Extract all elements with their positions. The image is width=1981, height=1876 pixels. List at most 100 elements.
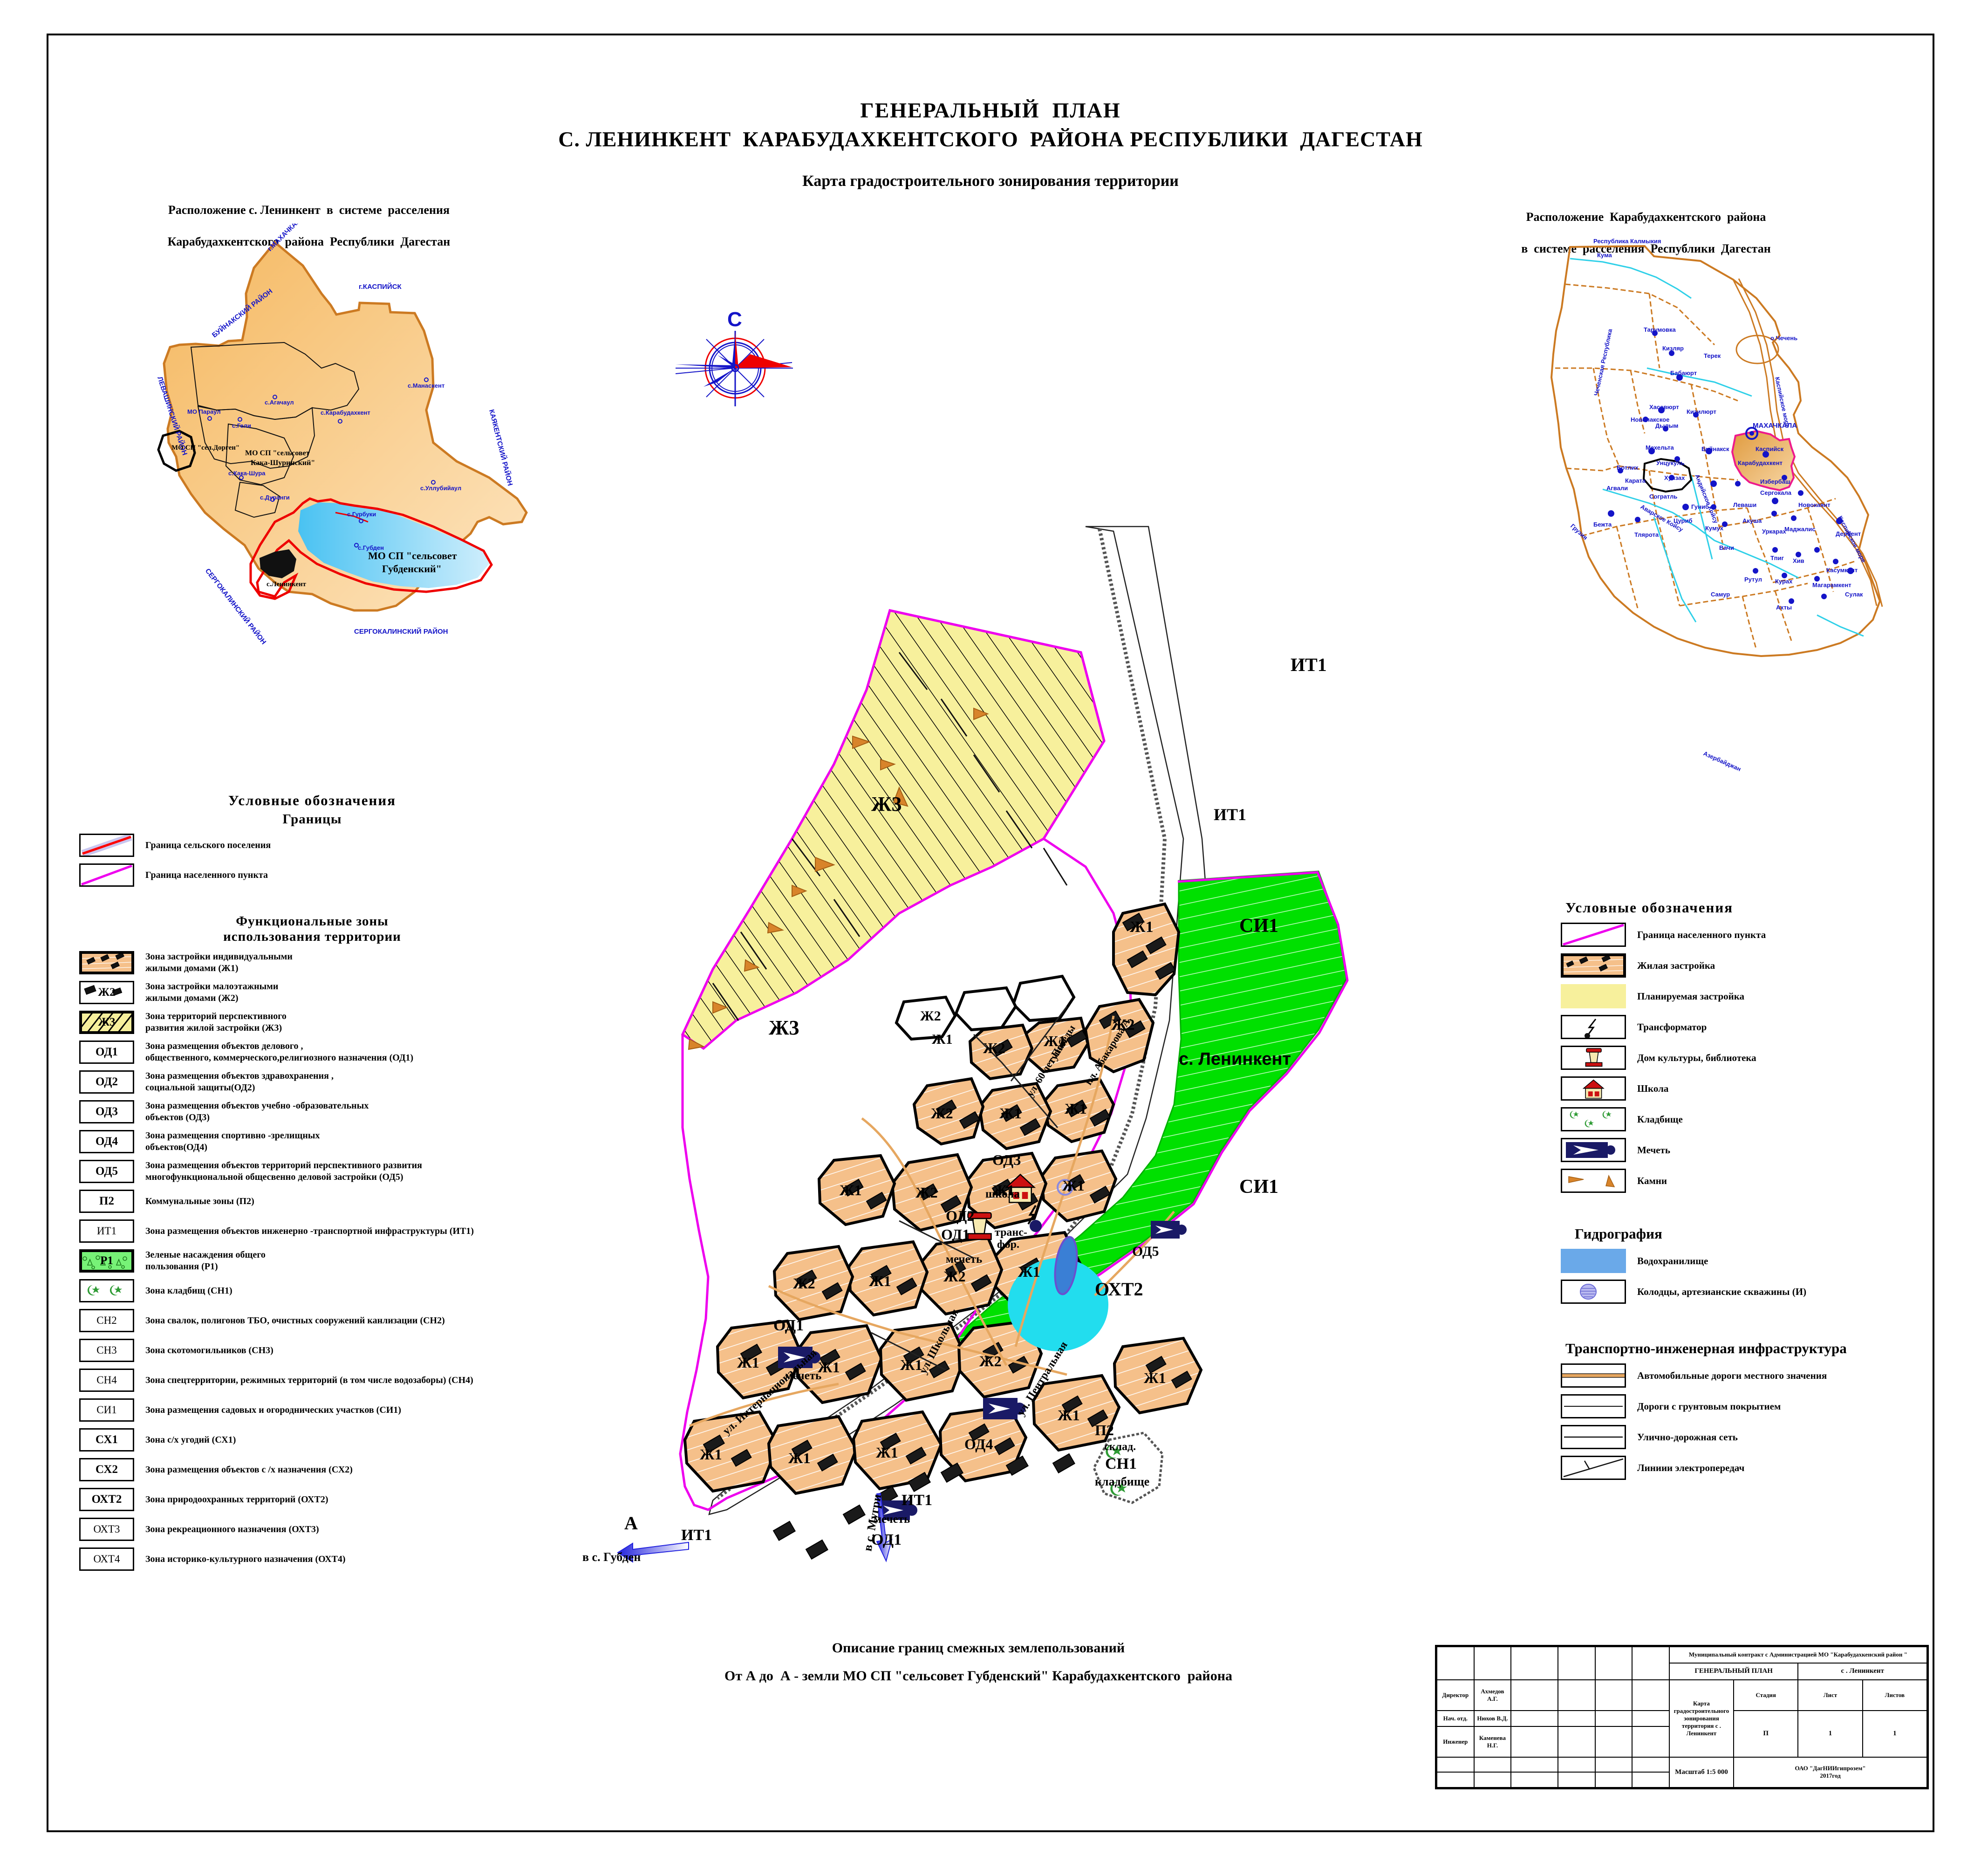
legend-left-heading: Условные обозначения bbox=[228, 792, 396, 808]
legend-item-dirt-road[interactable]: Дороги с грунтовым покрытием bbox=[1561, 1394, 1943, 1418]
legend-label-power-line: Линиии электропередач bbox=[1637, 1462, 1745, 1473]
inset-label-agvali: Агвали bbox=[1606, 485, 1628, 492]
map-label-ОД1-c: ОД1 bbox=[871, 1531, 902, 1548]
map-label-ОД1-a: ОД1 bbox=[941, 1226, 970, 1243]
legend-item-zone-СН1[interactable]: Зона кладбищ (СН1) bbox=[79, 1279, 545, 1302]
legend-item-zone-ОХТ2[interactable]: ОХТ2 Зона природоохранных территорий (ОХ… bbox=[79, 1488, 545, 1511]
legend-item-rural-boundary[interactable]: Граница сельского поселения bbox=[79, 834, 545, 857]
inset-label-azerbaijan: Азербайджан bbox=[1702, 750, 1742, 773]
legend-code-П2: П2 bbox=[99, 1195, 114, 1207]
stamp-contract: Муниципальный контракт с Администрацией … bbox=[1668, 1646, 1928, 1664]
legend-item-street-net[interactable]: Улично-дорожная сеть bbox=[1561, 1425, 1943, 1449]
legend-item-zone-СН4[interactable]: СН4 Зона спецтерритории, режимных террит… bbox=[79, 1369, 545, 1392]
legend-item-reservoir[interactable]: Водохранилище bbox=[1561, 1249, 1943, 1273]
stamp-name-3: Каменева Н.Г. bbox=[1473, 1726, 1512, 1758]
inset-label-tpig: Тпиг bbox=[1770, 555, 1784, 561]
inset-right-title-line2: в системе расселения Республики Дагестан bbox=[1521, 242, 1771, 255]
legend-item-zone-Р1[interactable]: Р1 Зеленые насаждения общего пользования… bbox=[79, 1249, 545, 1273]
block-res-25 bbox=[1113, 1336, 1203, 1415]
inset-label-akusha: Акуша bbox=[1742, 517, 1762, 524]
swatch-zone-ОД3: ОД3 bbox=[79, 1100, 134, 1123]
swatch-right-school bbox=[1561, 1076, 1626, 1101]
stamp-sheets-header: Листов bbox=[1862, 1679, 1928, 1711]
legend-right-label-planned: Планируемая застройка bbox=[1637, 990, 1745, 1002]
cemetery-icon bbox=[1106, 1445, 1122, 1458]
mosque-icon-4 bbox=[1151, 1221, 1187, 1239]
legend-right-item-stones[interactable]: Камни bbox=[1561, 1169, 1943, 1193]
legend-label-street-net: Улично-дорожная сеть bbox=[1637, 1431, 1738, 1443]
legend-item-zone-СХ1[interactable]: СХ1 Зона с/х угодий (СХ1) bbox=[79, 1428, 545, 1452]
legend-right-item-planned[interactable]: Планируемая застройка bbox=[1561, 984, 1943, 1008]
title-block-stamp: Муниципальный контракт с Администрацией … bbox=[1435, 1645, 1929, 1789]
inset-label-novolakskoe: Новолакское bbox=[1631, 416, 1669, 423]
legend-label-well: Колодцы, артезианские скважины (И) bbox=[1637, 1286, 1807, 1297]
legend-label-zone-ОД3: Зона размещения объектов учебно -образов… bbox=[145, 1101, 369, 1123]
inset-label-karabudakhkent: с.Карабудахкент bbox=[321, 409, 370, 416]
legend-item-zone-ОД2[interactable]: ОД2 Зона размещения объектов здравохране… bbox=[79, 1070, 545, 1094]
map-label-Ж1-e: Ж1 bbox=[999, 1105, 1022, 1122]
legend-right-item-culture-house[interactable]: Дом культуры, библиотека bbox=[1561, 1046, 1943, 1070]
swatch-zone-СИ1: СИ1 bbox=[79, 1398, 134, 1422]
block-res-16 bbox=[716, 1319, 803, 1400]
legend-item-zone-ОХТ3[interactable]: ОХТ3 Зона рекреационного назначения (ОХТ… bbox=[79, 1518, 545, 1541]
legend-right-label-transformer: Трансформатор bbox=[1637, 1021, 1707, 1033]
inset-label-kizilyurt: Кизилюрт bbox=[1687, 408, 1716, 415]
inset-label-sp-gubden-2: Губденский" bbox=[382, 563, 442, 575]
legend-item-power-line[interactable]: Линиии электропередач bbox=[1561, 1456, 1943, 1480]
legend-item-zone-ОД5[interactable]: ОД5 Зона размещения объектов территорий … bbox=[79, 1160, 545, 1183]
legend-right-item-mosque[interactable]: Мечеть bbox=[1561, 1138, 1943, 1162]
swatch-right-cemetery bbox=[1561, 1107, 1626, 1131]
map-label-settlement: с. Ленинкент bbox=[1179, 1049, 1291, 1069]
legend-item-zone-СХ2[interactable]: СХ2 Зона размещения объектов с /х назнач… bbox=[79, 1458, 545, 1481]
legend-item-zone-Ж2[interactable]: Ж2 Зона застройки малоэтажными жилыми до… bbox=[79, 981, 545, 1004]
adjacent-land-detail: От А до А - земли МО СП "сельсовет Губде… bbox=[724, 1668, 1232, 1684]
inset-label-gurbuki: с.Гурбуки bbox=[347, 511, 376, 518]
legend-item-zone-СИ1[interactable]: СИ1 Зона размещения садовых и огородниче… bbox=[79, 1398, 545, 1422]
legend-item-zone-Ж1[interactable]: Зона застройки индивидуальными жилыми до… bbox=[79, 951, 545, 974]
inset-label-tarumovka: Тарумовка bbox=[1644, 326, 1676, 333]
legend-item-zone-ОД4[interactable]: ОД4 Зона размещения спортивно -зрелищных… bbox=[79, 1130, 545, 1153]
legend-right-item-cemetery[interactable]: Кладбище bbox=[1561, 1107, 1943, 1131]
legend-right-item-residential[interactable]: Жилая застройка bbox=[1561, 953, 1943, 978]
legend-item-zone-ОД3[interactable]: ОД3 Зона размещения объектов учебно -обр… bbox=[79, 1100, 545, 1123]
legend-label-locality-boundary: Граница населенного пункта bbox=[145, 870, 268, 880]
inset-label-karata: Карата bbox=[1625, 477, 1646, 484]
legend-item-well[interactable]: Колодцы, артезианские скважины (И) bbox=[1561, 1280, 1943, 1304]
legend-right-item-school[interactable]: Школа bbox=[1561, 1076, 1943, 1101]
legend-item-zone-Ж3[interactable]: Ж3 Зона территорий перспективного развит… bbox=[79, 1011, 545, 1034]
inset-label-kayakent: КАЯКЕНТСКИЙ РАЙОН bbox=[487, 409, 514, 487]
swatch-zone-П2: П2 bbox=[79, 1190, 134, 1213]
map-label-transformer-1: транс- bbox=[995, 1226, 1027, 1239]
swatch-right-stones bbox=[1561, 1169, 1626, 1193]
legend-item-zone-СН3[interactable]: СН3 Зона скотомогильников (СН3) bbox=[79, 1339, 545, 1362]
legend-item-local-road[interactable]: Автомобильные дороги местного значения bbox=[1561, 1363, 1943, 1388]
legend-code-ОД2: ОД2 bbox=[96, 1075, 118, 1088]
legend-right-item-locality-boundary[interactable]: Граница населенного пункта bbox=[1561, 923, 1943, 947]
legend-right-item-transformer[interactable]: Трансформатор bbox=[1561, 1015, 1943, 1039]
legend-item-locality-boundary[interactable]: Граница населенного пункта bbox=[79, 863, 545, 887]
legend-item-zone-П2[interactable]: П2 Коммунальные зоны (П2) bbox=[79, 1190, 545, 1213]
stamp-role-1: Директор bbox=[1436, 1679, 1475, 1711]
legend-item-zone-ИТ1[interactable]: ИТ1 Зона размещения объектов инженерно -… bbox=[79, 1219, 545, 1243]
legend-label-zone-ОД2: Зона размещения объектов здравохранения … bbox=[145, 1071, 334, 1093]
map-label-ИТ1-mid: ИТ1 bbox=[1214, 805, 1246, 824]
legend-hydrography-heading: Гидрография bbox=[1575, 1226, 1662, 1242]
swatch-zone-ОД4: ОД4 bbox=[79, 1130, 134, 1153]
map-label-ОД5: ОД5 bbox=[1132, 1244, 1159, 1259]
reservoir-core bbox=[1054, 1236, 1078, 1295]
legend-code-СИ1: СИ1 bbox=[96, 1404, 117, 1416]
map-label-Ж2-b: Ж2 bbox=[983, 1040, 1005, 1056]
swatch-zone-СХ2: СХ2 bbox=[79, 1458, 134, 1481]
water-body-OHT2 bbox=[1008, 1258, 1108, 1351]
swatch-right-locality-boundary bbox=[1561, 923, 1626, 947]
swatch-zone-СХ1: СХ1 bbox=[79, 1428, 134, 1452]
inset-label-sp-kakashura: МО СП "сельсовет bbox=[245, 449, 310, 457]
legend-item-zone-ОД1[interactable]: ОД1 Зона размещения объектов делового , … bbox=[79, 1041, 545, 1064]
swatch-zone-ОД2: ОД2 bbox=[79, 1070, 134, 1094]
inset-label-terek: Терек bbox=[1704, 352, 1721, 359]
legend-item-zone-СН2[interactable]: СН2 Зона свалок, полигонов ТБО, очистных… bbox=[79, 1309, 545, 1332]
swatch-street-net bbox=[1561, 1425, 1626, 1449]
legend-right-label-locality-boundary: Граница населенного пункта bbox=[1637, 929, 1766, 940]
legend-item-zone-ОХТ4[interactable]: ОХТ4 Зона историко-культурного назначени… bbox=[79, 1547, 545, 1571]
